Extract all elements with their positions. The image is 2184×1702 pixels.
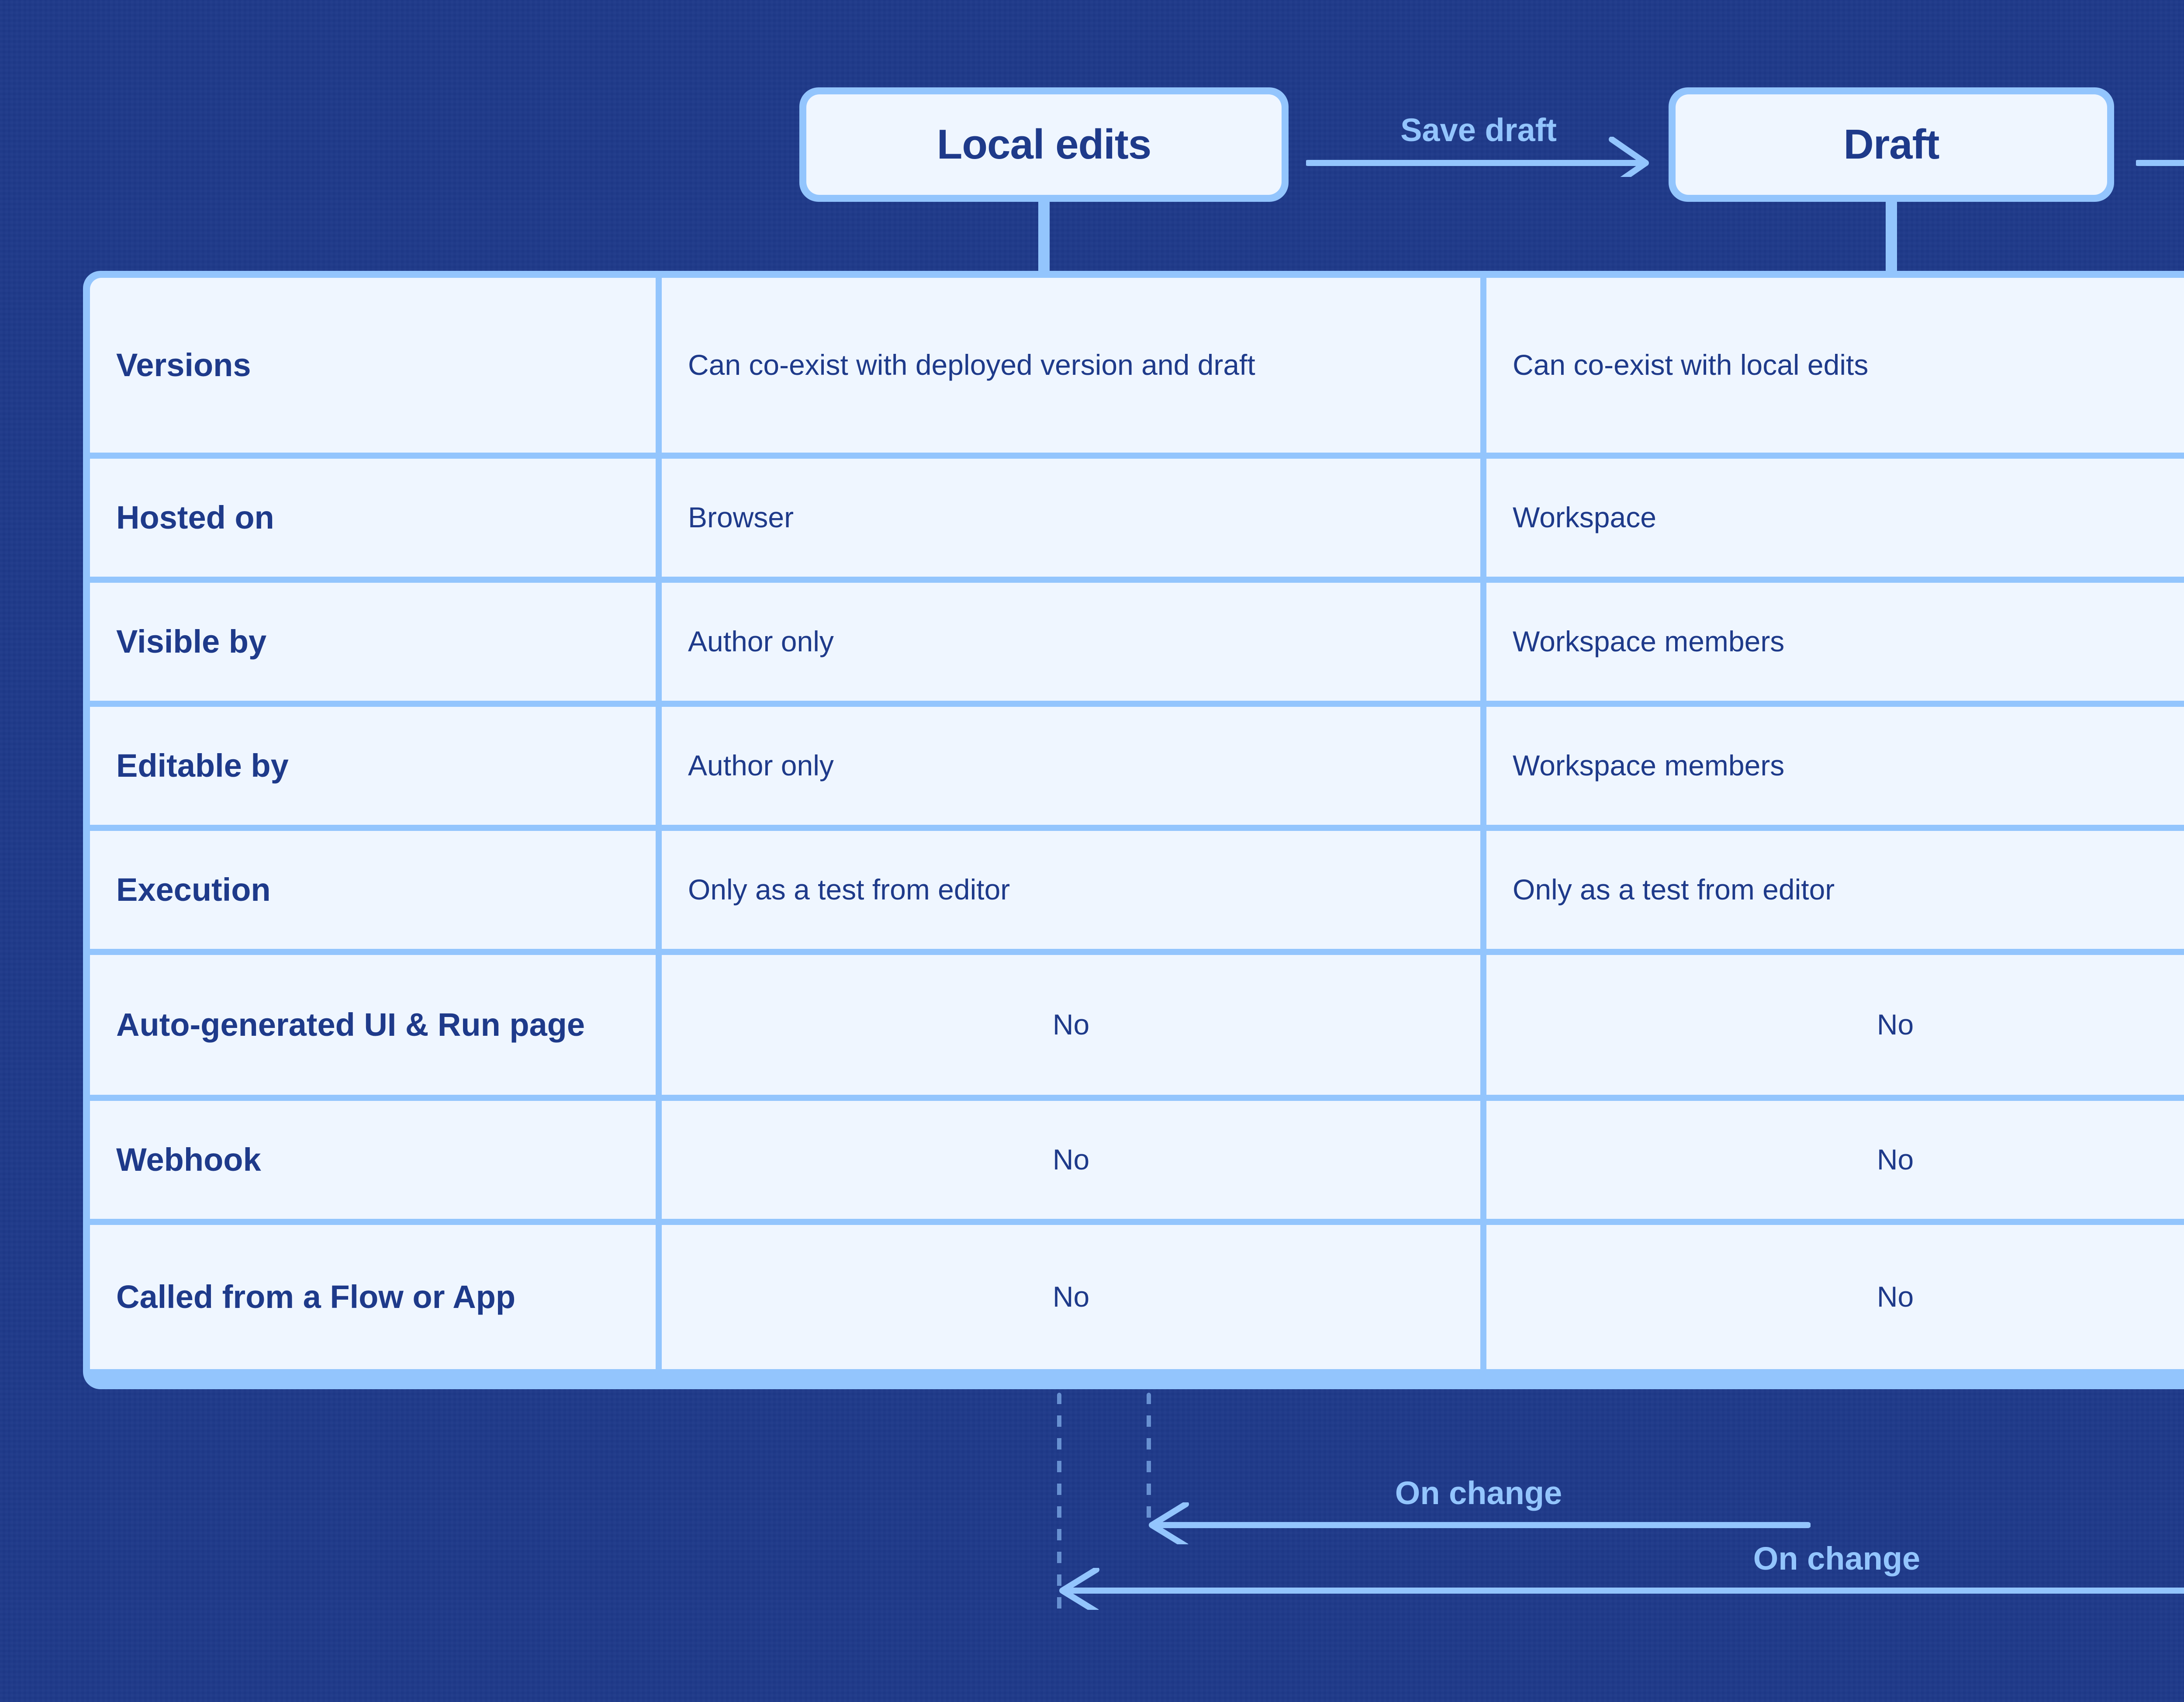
table-row-label-cell: Called from a Flow or App bbox=[90, 1225, 656, 1369]
table-cell-draft: Can co-exist with local edits bbox=[1486, 278, 2184, 453]
transition-arrow-deploy: Deploy bbox=[2136, 111, 2184, 177]
table-row: Webhook No No Yes bbox=[90, 1101, 2184, 1219]
table-cell-value: No bbox=[1052, 1008, 1090, 1041]
comparison-table: Versions Can co-exist with deployed vers… bbox=[83, 271, 2184, 1389]
arrow-left-icon bbox=[1059, 1568, 2184, 1610]
dashed-drop-line-local-edits bbox=[1057, 1393, 1061, 1620]
table-cell-draft: Workspace members bbox=[1486, 707, 2184, 825]
table-cell-draft: Workspace members bbox=[1486, 583, 2184, 701]
feedback-arrow-layer: On change On change bbox=[0, 1389, 2184, 1702]
feedback-label-deployed-to-local-edits: On change bbox=[1753, 1540, 1921, 1577]
arrow-left-icon bbox=[1149, 1502, 1811, 1544]
table-cell-value: Only as a test from editor bbox=[1513, 873, 1835, 906]
table-cell-local-edits: No bbox=[662, 1101, 1480, 1219]
stage-label-local-edits: Local edits bbox=[936, 121, 1151, 168]
stage-box-local-edits-surface: Local edits bbox=[806, 94, 1282, 195]
table-cell-local-edits: No bbox=[662, 955, 1480, 1095]
table-row-label-cell: Hosted on bbox=[90, 459, 656, 577]
table-row-label-cell: Auto-generated UI & Run page bbox=[90, 955, 656, 1095]
table-cell-local-edits: Author only bbox=[662, 583, 1480, 701]
table-row-label: Visible by bbox=[116, 623, 267, 660]
table-cell-local-edits: Author only bbox=[662, 707, 1480, 825]
connector-stub-local-edits bbox=[1038, 202, 1050, 276]
table-row-label-cell: Editable by bbox=[90, 707, 656, 825]
table-cell-value: No bbox=[1876, 1008, 1914, 1041]
table-cell-value: Author only bbox=[688, 749, 834, 782]
table-row-label-cell: Execution bbox=[90, 831, 656, 949]
table-row-label: Editable by bbox=[116, 747, 289, 784]
table-cell-value: No bbox=[1052, 1143, 1090, 1176]
feedback-label-draft-to-local-edits: On change bbox=[1395, 1475, 1562, 1511]
table-cell-value: Only as a test from editor bbox=[688, 873, 1010, 906]
arrow-right-icon bbox=[2136, 160, 2184, 166]
table-cell-local-edits: No bbox=[662, 1225, 1480, 1369]
transition-arrow-save-draft: Save draft bbox=[1306, 111, 1651, 177]
table-cell-draft: No bbox=[1486, 1225, 2184, 1369]
table-cell-local-edits: Can co-exist with deployed version and d… bbox=[662, 278, 1480, 453]
stage-label-draft: Draft bbox=[1843, 121, 1939, 168]
feedback-arrow-deployed-to-local-edits: On change bbox=[1057, 1540, 2184, 1610]
feedback-arrow-draft-to-local-edits: On change bbox=[1147, 1474, 1811, 1544]
table-row-label: Versions bbox=[116, 347, 251, 384]
table-row: Called from a Flow or App No No Yes bbox=[90, 1225, 2184, 1369]
table-row: Execution Only as a test from editor Onl… bbox=[90, 831, 2184, 949]
table-cell-value: Browser bbox=[688, 501, 794, 534]
table-row-label-cell: Webhook bbox=[90, 1101, 656, 1219]
table-row: Visible by Author only Workspace members… bbox=[90, 583, 2184, 701]
stage-box-local-edits[interactable]: Local edits bbox=[799, 87, 1289, 202]
stage-box-draft-surface: Draft bbox=[1676, 94, 2107, 195]
table-cell-local-edits: Only as a test from editor bbox=[662, 831, 1480, 949]
comparison-table-grid: Versions Can co-exist with deployed vers… bbox=[90, 278, 2184, 1382]
table-row: Versions Can co-exist with deployed vers… bbox=[90, 278, 2184, 453]
table-row-label: Execution bbox=[116, 872, 271, 908]
table-row-label: Webhook bbox=[116, 1142, 261, 1178]
arrow-right-icon bbox=[1306, 137, 1649, 177]
table-cell-value: Author only bbox=[688, 625, 834, 658]
table-cell-value: Workspace bbox=[1513, 501, 1656, 534]
table-cell-value: Can co-exist with local edits bbox=[1513, 349, 1869, 381]
table-cell-value: Can co-exist with deployed version and d… bbox=[688, 349, 1255, 381]
table-row-label: Auto-generated UI & Run page bbox=[116, 1007, 585, 1043]
table-cell-value: No bbox=[1876, 1280, 1914, 1313]
table-row: Auto-generated UI & Run page No No Yes bbox=[90, 955, 2184, 1095]
table-cell-value: No bbox=[1052, 1280, 1090, 1313]
table-cell-draft: Only as a test from editor bbox=[1486, 831, 2184, 949]
table-cell-draft: No bbox=[1486, 955, 2184, 1095]
table-cell-local-edits: Browser bbox=[662, 459, 1480, 577]
table-row-label: Called from a Flow or App bbox=[116, 1279, 516, 1315]
table-row: Editable by Author only Workspace member… bbox=[90, 707, 2184, 825]
table-row: Hosted on Browser Workspace Workspace bbox=[90, 459, 2184, 577]
stage-box-draft[interactable]: Draft bbox=[1669, 87, 2114, 202]
table-cell-draft: No bbox=[1486, 1101, 2184, 1219]
dashed-drop-line-draft bbox=[1147, 1393, 1151, 1524]
table-row-label-cell: Visible by bbox=[90, 583, 656, 701]
table-cell-draft: Workspace bbox=[1486, 459, 2184, 577]
transition-label-save-draft: Save draft bbox=[1400, 112, 1557, 148]
table-row-label-cell: Versions bbox=[90, 278, 656, 453]
table-row-label: Hosted on bbox=[116, 499, 274, 536]
connector-stub-draft bbox=[1886, 202, 1897, 276]
table-cell-value: Workspace members bbox=[1513, 749, 1785, 782]
table-cell-value: No bbox=[1876, 1143, 1914, 1176]
table-cell-value: Workspace members bbox=[1513, 625, 1785, 658]
